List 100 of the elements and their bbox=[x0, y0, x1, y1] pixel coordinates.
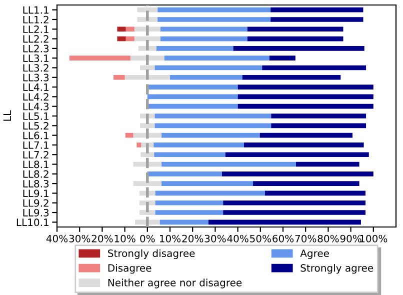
legend-label: Strongly disagree bbox=[108, 249, 195, 259]
bar bbox=[147, 104, 238, 109]
bar bbox=[155, 210, 224, 215]
bar bbox=[160, 220, 208, 225]
y-tick-label: LL7.2 bbox=[23, 150, 48, 158]
bar bbox=[270, 7, 364, 12]
y-tick-label: LL9.3 bbox=[23, 208, 49, 216]
y-tick-label: LL6.1 bbox=[23, 132, 48, 140]
bar bbox=[126, 26, 134, 32]
x-tick-label: 70% bbox=[295, 234, 316, 242]
bar bbox=[225, 152, 369, 158]
bar bbox=[162, 181, 254, 186]
x-tick-label: 100% bbox=[360, 234, 388, 242]
bar bbox=[242, 74, 341, 80]
x-tick-label: 40% bbox=[227, 234, 248, 242]
y-tick-label: LL8.1 bbox=[23, 160, 48, 168]
bar bbox=[147, 74, 170, 80]
y-tick-label: LL5.2 bbox=[23, 122, 48, 130]
bar bbox=[160, 26, 248, 32]
bar bbox=[158, 7, 271, 12]
bar bbox=[238, 84, 374, 90]
bar bbox=[117, 36, 126, 42]
bar bbox=[253, 181, 360, 186]
x-tick-label: 30% bbox=[69, 234, 90, 242]
bar bbox=[126, 36, 134, 42]
legend-label: Disagree bbox=[108, 264, 152, 274]
bar bbox=[247, 26, 344, 32]
x-tick-label: 40% bbox=[46, 234, 68, 242]
bar bbox=[262, 65, 366, 70]
bar bbox=[117, 26, 126, 32]
bar bbox=[269, 56, 296, 60]
legend-label: Strongly agree bbox=[300, 264, 374, 274]
y-tick-label: LL1.2 bbox=[23, 16, 48, 24]
bar bbox=[147, 172, 222, 176]
y-tick-label: LL4.1 bbox=[23, 84, 48, 91]
bar bbox=[244, 142, 364, 148]
bar bbox=[162, 162, 296, 167]
x-tick-label: 20% bbox=[92, 234, 113, 242]
x-tick-label: 50% bbox=[250, 234, 271, 242]
bar bbox=[158, 17, 271, 22]
bar bbox=[208, 220, 361, 225]
x-tick-label: 10% bbox=[160, 234, 181, 242]
bar bbox=[270, 17, 364, 22]
bar bbox=[130, 56, 148, 60]
y-tick-label: LL9.1 bbox=[23, 190, 48, 198]
y-tick-label: LL3.1 bbox=[23, 54, 48, 62]
bar bbox=[223, 210, 366, 215]
y-tick-label: LL3.2 bbox=[23, 64, 48, 72]
y-tick-label: LL2.3 bbox=[23, 44, 49, 52]
bar bbox=[154, 142, 244, 148]
y-tick-label: LL9.2 bbox=[23, 199, 48, 207]
x-tick-label: 10% bbox=[114, 234, 136, 242]
bar bbox=[164, 56, 270, 60]
bar bbox=[154, 65, 262, 70]
bar bbox=[271, 123, 366, 128]
y-tick-label: LL2.1 bbox=[23, 26, 48, 33]
bar bbox=[69, 56, 130, 60]
x-tick-label: 60% bbox=[272, 234, 294, 242]
bar bbox=[154, 152, 226, 158]
bar bbox=[260, 132, 352, 138]
y-tick-label: LL8.3 bbox=[23, 180, 49, 188]
y-axis-title: LL bbox=[3, 110, 12, 121]
legend-label: Agree bbox=[300, 250, 329, 259]
bar bbox=[247, 36, 344, 42]
bar bbox=[125, 132, 134, 138]
bar bbox=[233, 46, 364, 51]
bar bbox=[170, 74, 242, 80]
bar bbox=[271, 114, 366, 118]
x-tick-label: 0% bbox=[140, 234, 155, 242]
y-tick-label: LL8.2 bbox=[23, 170, 48, 178]
bar bbox=[162, 132, 260, 138]
bar bbox=[154, 114, 272, 118]
y-tick-label: LL4.2 bbox=[23, 93, 48, 100]
bar bbox=[160, 36, 248, 42]
x-tick-label: 30% bbox=[204, 234, 226, 242]
bar bbox=[154, 123, 272, 128]
y-tick-label: LL1.1 bbox=[23, 6, 48, 14]
bar bbox=[264, 190, 366, 196]
bar bbox=[296, 162, 360, 167]
bar bbox=[155, 190, 265, 196]
x-tick-label: 80% bbox=[318, 234, 339, 242]
bar bbox=[156, 46, 234, 51]
y-tick-label: LL7.1 bbox=[23, 141, 48, 149]
y-tick-label: LL10.1 bbox=[16, 218, 48, 226]
bar bbox=[223, 200, 366, 206]
y-tick-label: LL3.3 bbox=[23, 74, 49, 82]
bar bbox=[114, 74, 125, 80]
bar bbox=[155, 200, 224, 206]
x-tick-label: 90% bbox=[340, 234, 362, 242]
bar bbox=[124, 74, 148, 80]
y-tick-label: LL2.2 bbox=[23, 35, 48, 43]
legend-label: Neither agree nor disagree bbox=[108, 278, 242, 288]
bar bbox=[222, 172, 374, 176]
y-tick-label: LL5.1 bbox=[23, 112, 48, 120]
x-tick-label: 20% bbox=[182, 234, 204, 242]
bar bbox=[147, 94, 238, 100]
bar bbox=[136, 142, 142, 148]
bar bbox=[147, 56, 164, 60]
bar bbox=[147, 84, 238, 90]
y-tick-label: LL4.3 bbox=[23, 102, 49, 110]
